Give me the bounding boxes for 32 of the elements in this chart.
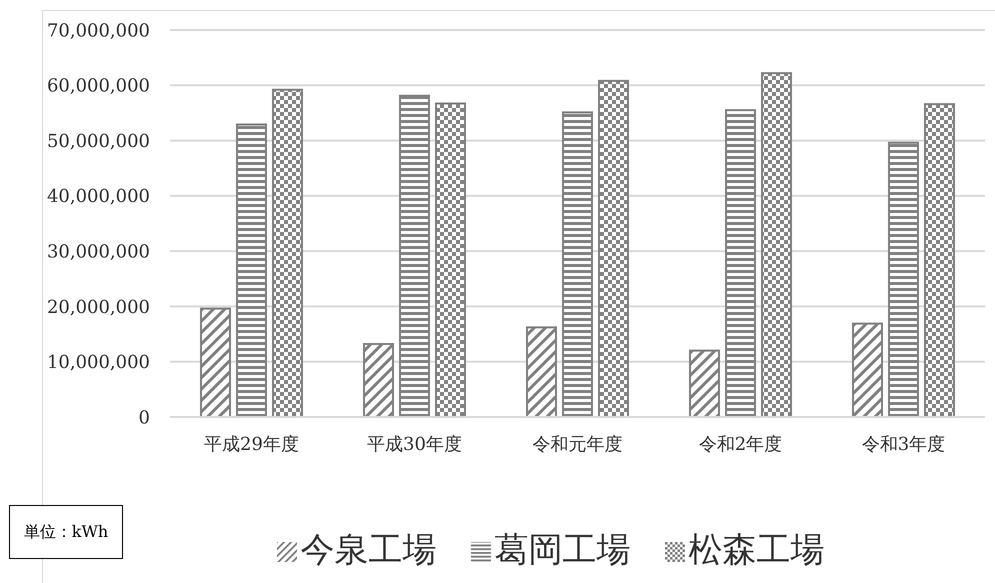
legend-label: 松森工場 [688, 530, 824, 570]
y-tick-label: 10,000,000 [46, 352, 150, 374]
bar [725, 109, 756, 417]
y-tick-label: 40,000,000 [46, 186, 150, 208]
bar [598, 80, 629, 417]
bar [689, 350, 720, 417]
bar [200, 308, 231, 417]
y-tick-label: 60,000,000 [46, 76, 150, 97]
y-tick-label: 70,000,000 [46, 20, 150, 42]
bar [435, 102, 466, 417]
x-tick-label: 平成29年度 [204, 434, 299, 455]
x-tick-label: 平成30年度 [367, 434, 462, 455]
bar [236, 124, 267, 417]
bar [526, 326, 557, 417]
legend-label: 今泉工場 [300, 530, 436, 570]
x-tick-label: 令和元年度 [532, 434, 622, 455]
bar [363, 343, 394, 417]
bar [562, 111, 593, 417]
y-tick-label: 50,000,000 [46, 130, 150, 152]
x-tick-label: 令和3年度 [862, 434, 946, 455]
y-tick-label: 30,000,000 [46, 242, 150, 263]
x-tick-label: 令和2年度 [698, 434, 782, 455]
legend-label: 葛岡工場 [494, 530, 630, 570]
bar [272, 88, 303, 417]
bar [924, 103, 955, 417]
y-tick-label: 0 [138, 407, 150, 428]
bar [888, 142, 919, 417]
bar [399, 94, 430, 417]
bar [761, 72, 792, 417]
text: 単位：kWh [9, 505, 123, 559]
bar [852, 322, 883, 417]
y-tick-label: 20,000,000 [46, 296, 150, 318]
